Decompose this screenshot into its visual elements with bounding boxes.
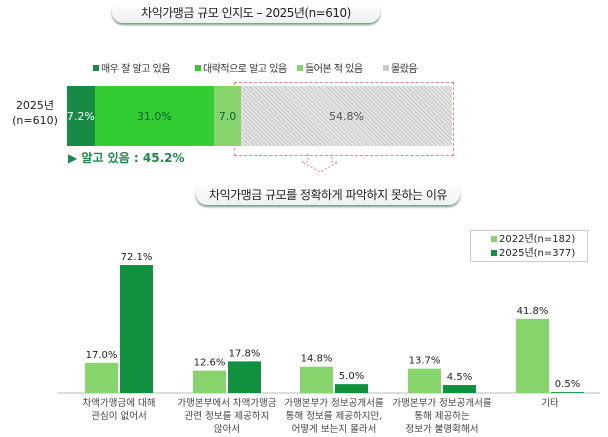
bar <box>193 370 226 393</box>
bar <box>228 361 261 393</box>
data-label: 12.6% <box>194 358 226 369</box>
category-label: 차액가맹금에 대해 <box>83 397 156 409</box>
legend-label: 들어본 적 있음 <box>305 64 363 75</box>
data-label: 13.7% <box>409 356 441 367</box>
row-label: 2025년 (n=610) <box>10 98 60 128</box>
data-label: 5.0% <box>339 371 364 382</box>
legend-label: 대략적으로 알고 있음 <box>203 64 287 75</box>
bar <box>443 385 476 393</box>
bar <box>516 318 549 393</box>
bar <box>120 265 153 393</box>
bar-segment: 7.2% <box>67 86 95 146</box>
chart-title-awareness: 차익가맹금 규모 인지도 – 2025년(n=610) <box>112 1 380 23</box>
bar-segment: 31.0% <box>94 86 215 146</box>
data-label: 14.8% <box>301 354 333 365</box>
row-label-year: 2025년 <box>15 99 55 112</box>
category-label: 관련 정보를 제공하지 <box>185 410 270 422</box>
bar-segment: 7.0 <box>214 86 241 146</box>
category-label: 정보가 불명확해서 <box>406 423 479 435</box>
data-label: 4.5% <box>447 372 472 383</box>
bar <box>551 392 584 393</box>
legend-item: 대략적으로 알고 있음 <box>195 60 287 75</box>
category-label: 가맹본부가 정보공개서를 <box>284 398 383 409</box>
category-label: 통해 제공하는 <box>414 410 470 422</box>
legend-label: 몰랐음 <box>391 64 418 75</box>
bar <box>300 366 333 393</box>
down-arrow-icon <box>300 154 340 173</box>
legend-item: 들어본 적 있음 <box>297 60 363 75</box>
legend-reasons: 2022년(n=182) 2025년(n=377) <box>470 230 588 262</box>
aware-total: ▶ 알고 있음 : 45.2% <box>68 151 185 165</box>
category-label: 통해 정보를 제공하지만, <box>286 410 382 422</box>
bar <box>335 384 368 393</box>
bar <box>85 362 118 393</box>
legend-label: 2022년(n=182) <box>499 234 576 245</box>
data-label: 72.1% <box>121 252 153 263</box>
data-label: 17.8% <box>229 348 261 359</box>
chart-title-reasons: 차익가맹금 규모를 정확하게 파악하지 못하는 이유 <box>196 183 460 205</box>
category-label: 기타 <box>541 398 559 409</box>
category-label: 않아서 <box>214 424 240 435</box>
bar <box>408 368 441 393</box>
bar-segment: 54.8% <box>241 86 452 146</box>
legend-item-2025: 2025년(n=377) <box>491 247 587 261</box>
legend-item: 몰랐음 <box>383 60 418 75</box>
category-label: 관심이 없어서 <box>91 410 146 422</box>
legend-label: 매우 잘 알고 있음 <box>101 64 170 75</box>
data-label: 41.8% <box>517 306 549 317</box>
data-label: 17.0% <box>86 350 118 361</box>
legend-label: 2025년(n=377) <box>499 248 576 259</box>
row-label-n: (n=610) <box>12 114 58 127</box>
category-label: 가맹본부가 정보공개서를 <box>392 398 491 409</box>
category-label: 어떻게 보는지 몰라서 <box>292 423 377 435</box>
legend-item: 매우 잘 알고 있음 <box>93 60 170 75</box>
data-label: 0.5% <box>555 379 580 390</box>
legend-item-2022: 2022년(n=182) <box>491 233 587 247</box>
category-label: 가맹본부에서 차액가맹금 <box>177 397 276 409</box>
